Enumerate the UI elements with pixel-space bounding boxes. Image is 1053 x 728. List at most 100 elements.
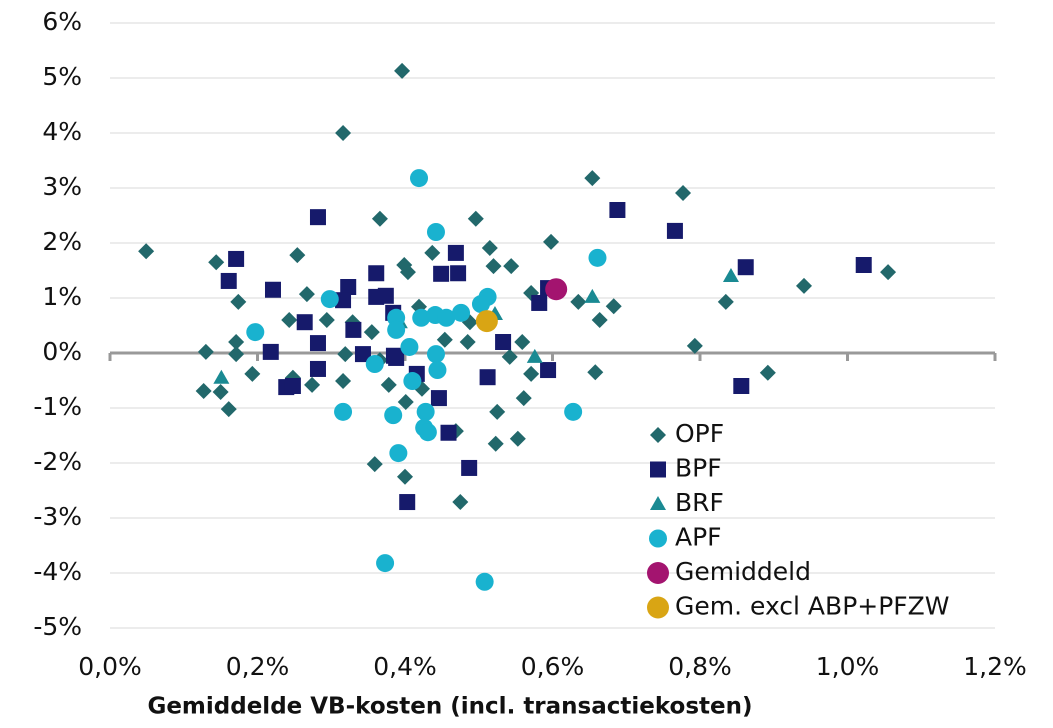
point — [228, 334, 245, 350]
y-tick-label: -2% — [33, 447, 82, 476]
point — [487, 435, 504, 452]
point — [371, 210, 388, 227]
point — [437, 308, 456, 327]
x-axis-label: Gemiddelde VB-kosten (incl. transactieko… — [147, 694, 752, 720]
legend-marker — [649, 529, 667, 548]
point — [264, 281, 281, 298]
legend-label: BPF — [675, 454, 722, 483]
point — [197, 343, 214, 360]
point — [296, 314, 313, 331]
point — [481, 239, 498, 256]
point — [335, 125, 352, 141]
y-tick-label: 6% — [42, 7, 82, 36]
point — [495, 334, 512, 350]
point — [228, 250, 245, 267]
point — [485, 258, 502, 275]
legend-label: Gemiddeld — [675, 557, 811, 586]
point — [855, 257, 872, 273]
point — [436, 331, 453, 348]
legend-marker — [647, 596, 669, 619]
point — [515, 390, 532, 407]
legend-marker — [650, 461, 666, 478]
point — [394, 62, 411, 79]
point — [220, 272, 237, 289]
point — [475, 572, 494, 591]
x-tick-label: 1,0% — [816, 652, 880, 681]
point — [426, 345, 445, 364]
y-tick-label: 3% — [42, 172, 82, 201]
point — [424, 244, 441, 261]
point — [345, 321, 362, 338]
point — [450, 265, 467, 282]
point — [335, 373, 352, 390]
legend-label: APF — [675, 523, 722, 552]
point — [426, 223, 445, 241]
point — [540, 362, 557, 379]
point — [430, 390, 447, 407]
x-tick-label: 0,8% — [668, 652, 732, 681]
point — [318, 312, 335, 328]
point — [388, 349, 405, 366]
point — [452, 494, 469, 511]
point — [514, 334, 531, 350]
point — [368, 265, 385, 282]
point — [686, 337, 703, 354]
point — [475, 310, 498, 333]
point — [440, 424, 457, 441]
legend-marker — [647, 562, 669, 584]
point — [564, 402, 583, 421]
x-tick-label: 0,0% — [78, 652, 142, 681]
point — [461, 459, 478, 476]
legend-marker — [650, 496, 666, 510]
point — [337, 346, 354, 363]
y-tick-label: -4% — [33, 557, 82, 586]
point — [281, 312, 298, 328]
point — [397, 393, 414, 410]
point — [880, 264, 897, 281]
point — [416, 402, 435, 421]
point — [365, 355, 384, 373]
point — [397, 468, 413, 485]
point — [584, 288, 601, 303]
point — [244, 365, 261, 382]
point — [609, 202, 626, 218]
y-tick-label: -5% — [33, 612, 82, 641]
point — [570, 293, 587, 310]
point — [403, 372, 422, 391]
point — [503, 258, 520, 275]
point — [666, 222, 683, 239]
point — [309, 209, 326, 226]
point — [387, 320, 406, 339]
point — [212, 384, 229, 401]
point — [509, 430, 526, 447]
x-tick-label: 0,2% — [226, 652, 290, 681]
point — [138, 243, 155, 260]
point — [418, 423, 437, 442]
point — [795, 277, 812, 294]
point — [320, 290, 339, 309]
y-tick-label: 1% — [42, 282, 82, 311]
legend-label: OPF — [675, 419, 724, 448]
point — [363, 324, 380, 341]
point — [384, 406, 403, 425]
point — [459, 334, 476, 350]
point — [284, 378, 301, 394]
point — [452, 303, 471, 322]
x-tick-label: 0,4% — [373, 652, 437, 681]
point — [340, 279, 357, 295]
point — [412, 308, 431, 327]
point — [591, 312, 608, 328]
point — [523, 365, 540, 382]
point — [195, 382, 212, 399]
point — [588, 248, 607, 267]
point — [208, 254, 225, 271]
point — [220, 401, 237, 418]
point — [433, 265, 450, 282]
point — [526, 348, 543, 363]
point — [304, 376, 321, 393]
point — [467, 210, 484, 227]
point — [722, 268, 739, 282]
y-tick-label: -3% — [33, 502, 82, 531]
y-tick-label: 4% — [42, 117, 82, 146]
point — [675, 184, 692, 201]
